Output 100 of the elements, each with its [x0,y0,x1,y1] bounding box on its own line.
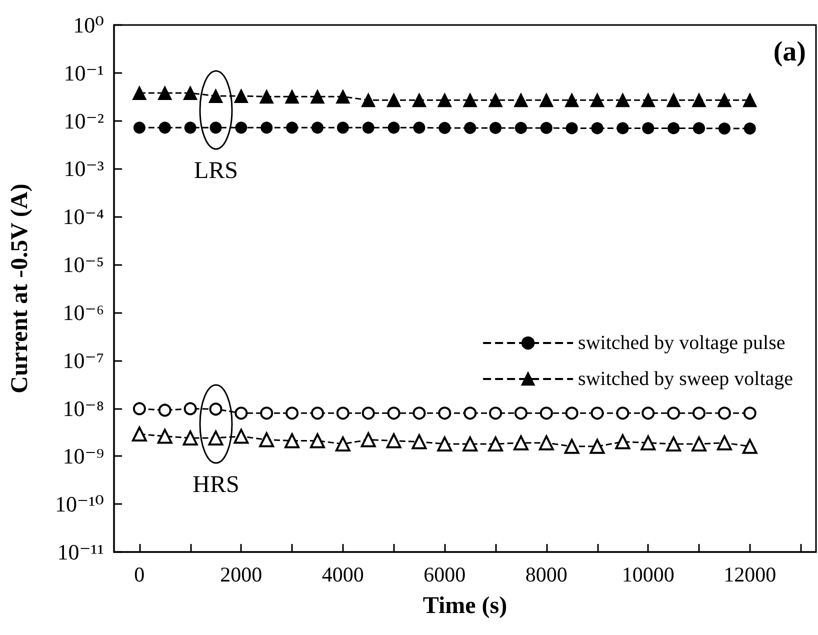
x-tick-label: 2000 [220,562,262,586]
y-axis-title: Current at -0.5V (A) [7,184,33,394]
point [259,432,274,448]
point [666,436,682,452]
point [488,436,504,452]
point [513,435,528,450]
point [184,122,196,134]
point [311,122,324,134]
point [668,122,680,134]
point [590,438,605,454]
point [132,426,147,442]
point [234,88,248,103]
point [182,430,198,446]
y-tick-label: 10⁻⁴ [62,204,104,230]
point [566,122,578,134]
point [742,438,758,454]
point [310,406,324,420]
x-axis-title: Time (s) [422,593,508,619]
annotation: LRS [194,158,238,184]
point [412,93,426,108]
point [540,122,552,134]
point [490,122,502,134]
point [514,406,528,420]
point [692,406,706,420]
point [284,433,300,448]
x-tick-label: 12000 [724,562,776,586]
y-tick-label: 10⁻³ [64,156,104,182]
y-tick-label: 10⁻⁸ [62,396,104,421]
point [438,93,452,108]
y-tick-label: 10⁻¹¹ [57,540,104,564]
point [413,122,426,134]
point [285,90,300,104]
y-tick-label: 10⁻¹ [64,60,104,86]
point [514,93,528,108]
point [488,93,503,108]
point [640,435,656,450]
point [539,93,554,108]
y-tick-label: 10⁰ [73,12,104,38]
point [642,122,654,134]
point [666,93,681,108]
point [464,122,476,134]
point [310,433,325,448]
point [208,88,223,103]
point [538,435,554,450]
point [718,406,731,420]
point [387,406,400,420]
point [744,122,756,135]
point [464,406,477,420]
y-tick-label: 10⁻² [64,108,104,134]
point [260,122,273,134]
x-tick-label: 6000 [424,562,466,586]
point [717,93,732,108]
legend-label: switched by sweep voltage [578,368,794,390]
point [386,93,401,108]
point [362,406,375,420]
point [157,428,172,444]
point [133,122,146,134]
point [286,122,298,134]
point [615,434,630,450]
point [209,402,222,416]
point [336,406,350,420]
point [716,435,732,450]
point [462,436,478,452]
legend-label: switched by voltage pulse [578,332,786,354]
point [132,86,146,100]
point [336,90,350,104]
point [590,93,604,108]
point [667,406,680,420]
point [438,406,452,420]
point [616,406,630,420]
point [158,122,171,134]
point [235,122,248,134]
point [183,86,198,100]
x-tick-label: 4000 [322,562,364,586]
y-tick-label: 10⁻⁷ [62,348,104,373]
point [362,122,374,134]
x-tick-label: 10000 [622,562,674,586]
point [412,406,426,420]
point [591,122,604,134]
point [184,402,197,416]
point [692,93,706,108]
point [437,436,452,452]
y-tick-label: 10⁻⁶ [62,300,104,325]
point [208,430,224,446]
point [565,406,578,420]
point [438,122,451,134]
point [234,428,249,444]
point [260,90,274,104]
annotation: HRS [192,472,240,498]
point [693,122,705,134]
x-tick-label: 0 [134,562,145,586]
point [210,122,222,134]
point [360,432,376,448]
point [718,122,730,135]
point [692,436,706,452]
point [564,93,579,108]
point [564,438,580,454]
point [361,93,376,108]
point [463,93,478,108]
point [642,406,655,420]
